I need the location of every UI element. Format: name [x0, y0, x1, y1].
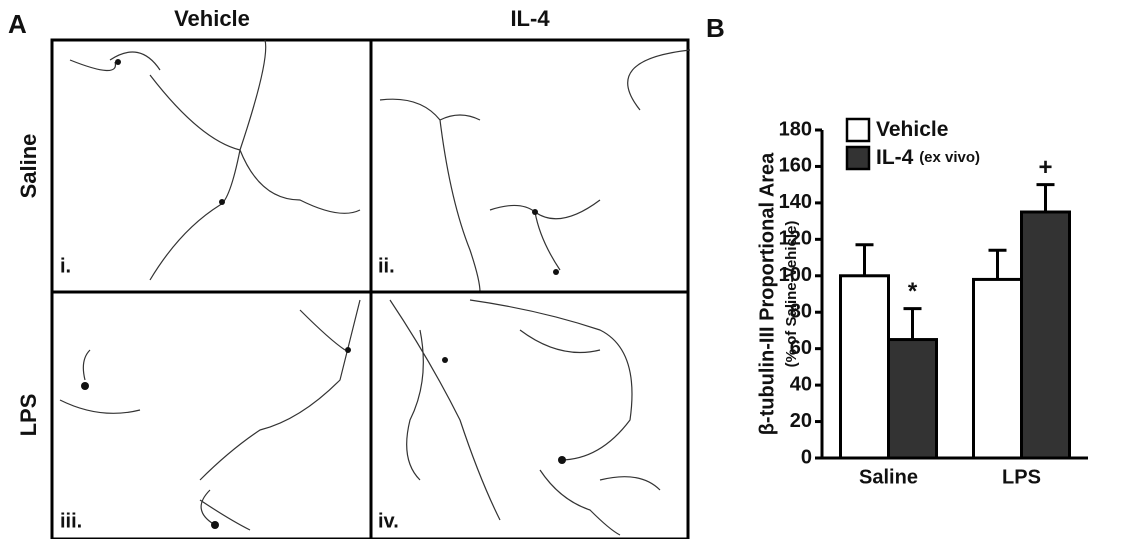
micrograph: [369, 290, 690, 539]
x-tick-label: Saline: [859, 466, 918, 488]
annotation: +: [1038, 154, 1052, 181]
legend-label: IL-4: [876, 146, 914, 169]
error-bar: [1036, 183, 1055, 212]
bar: [839, 274, 890, 460]
y-axis-label: β-tubulin-III Proportional Area: [756, 152, 778, 435]
y-tick-label: 20: [790, 410, 812, 432]
panel-index: i.: [60, 255, 71, 277]
bar: [1020, 210, 1071, 460]
row-label: Saline: [16, 134, 41, 199]
legend-swatch: [845, 145, 871, 171]
y-tick-label: 160: [779, 155, 812, 177]
column-label: IL-4: [510, 6, 550, 31]
panel-index: iii.: [60, 510, 82, 532]
y-tick-label: 100: [779, 264, 812, 286]
panel-index: iv.: [378, 510, 399, 532]
y-axis-sublabel: (% of Saline-Vehicle): [783, 221, 800, 368]
legend-swatch: [845, 117, 871, 143]
legend-label: IL-4 (ex vivo): [876, 146, 980, 169]
y-tick-label: 40: [790, 373, 812, 395]
y-tick-label: 80: [790, 301, 812, 323]
error-bar: [903, 307, 922, 340]
y-tick-label: 140: [779, 191, 812, 213]
y-tick-label: 0: [801, 446, 812, 468]
row-label: LPS: [16, 394, 41, 437]
column-label: Vehicle: [174, 6, 250, 31]
micrograph: [50, 290, 373, 539]
y-tick-label: 60: [790, 337, 812, 359]
y-tick-label: 180: [779, 118, 812, 140]
legend-note: (ex vivo): [919, 149, 980, 166]
bar: [972, 277, 1023, 460]
x-tick-label: LPS: [1002, 466, 1041, 488]
error-bar: [855, 243, 874, 276]
annotation: *: [908, 278, 918, 305]
micrograph: [369, 38, 691, 294]
legend-label: Vehicle: [876, 118, 948, 141]
micrograph: [50, 38, 373, 294]
y-tick-label: 120: [779, 228, 812, 250]
panel-label: A: [8, 9, 27, 39]
panel-label: B: [706, 13, 725, 43]
bar: [887, 338, 938, 460]
error-bar: [988, 248, 1007, 280]
panel-index: ii.: [378, 255, 395, 277]
legend-label: Vehicle: [876, 118, 948, 141]
